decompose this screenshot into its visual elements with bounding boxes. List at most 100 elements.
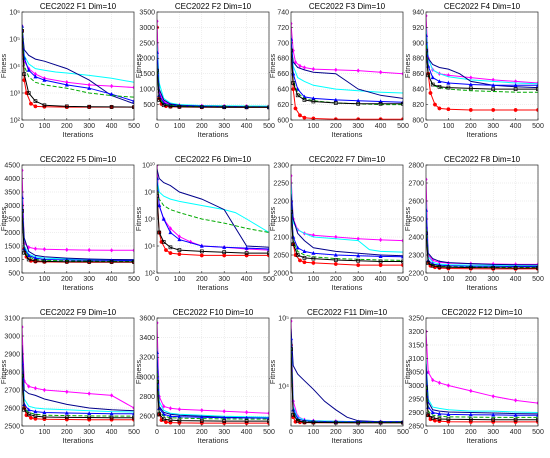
x-axis-label: Iterations: [198, 436, 229, 445]
series-marker: [168, 230, 173, 235]
series-marker: [200, 408, 204, 413]
y-axis-label: Fitness: [268, 54, 277, 78]
series-marker: [437, 411, 442, 416]
x-tick-label: 500: [263, 276, 275, 283]
series-marker: [87, 82, 91, 88]
x-tick-label: 0: [20, 429, 24, 436]
series-marker: [311, 99, 316, 104]
series-marker: [401, 71, 403, 76]
series-marker: [356, 68, 360, 73]
series-marker: [430, 263, 435, 268]
y-tick-label: 2900: [408, 410, 424, 417]
y-tick-label: 3200: [408, 329, 424, 336]
x-tick-label: 100: [308, 123, 320, 130]
series-line: [426, 385, 538, 423]
subplot-f3: 0 100 200 300 400 500 600 620 640 660 680 700 720 740…: [268, 2, 409, 139]
series-marker: [87, 391, 91, 396]
y-tick-label: 920: [412, 25, 424, 32]
series-marker: [177, 237, 182, 242]
series-marker: [293, 59, 298, 65]
series-marker: [87, 104, 92, 109]
y-tick-label: 2150: [273, 216, 289, 223]
axes-frame: [425, 11, 539, 121]
series-marker: [157, 49, 159, 54]
x-tick-label: 500: [397, 276, 409, 283]
y-tick-label: 680: [277, 56, 289, 63]
y-tick-label: 1000: [139, 87, 155, 94]
series-marker: [157, 176, 159, 181]
series-marker: [491, 83, 496, 87]
subplot-title: CEC2022 F12 Dim=10: [442, 308, 523, 317]
y-axis-label: Fitness: [134, 207, 143, 231]
y-tick-label: 660: [277, 71, 289, 78]
series-marker: [22, 195, 24, 199]
series-marker: [437, 79, 442, 84]
series-marker: [33, 74, 38, 79]
y-tick-label: 2700: [4, 387, 20, 394]
series-marker: [291, 21, 293, 26]
y-tick-label: 10³: [10, 90, 21, 97]
series-marker: [311, 420, 316, 425]
series-marker: [302, 260, 307, 265]
y-tick-label: 10⁸: [144, 189, 155, 196]
x-tick-label: 200: [465, 276, 477, 283]
y-tick-label: 800: [412, 117, 424, 124]
series-marker: [291, 318, 293, 324]
x-tick-label: 300: [487, 276, 499, 283]
series-marker: [87, 247, 91, 253]
series-marker: [379, 69, 383, 75]
series-marker: [302, 65, 307, 70]
series-marker: [199, 414, 204, 419]
series-marker: [33, 259, 38, 263]
series-marker: [536, 87, 538, 91]
series-marker: [222, 105, 227, 110]
series-marker: [291, 48, 293, 53]
series-group: [22, 168, 134, 265]
series-line: [291, 42, 403, 99]
series-marker: [446, 383, 450, 388]
series-marker: [65, 389, 69, 394]
series-marker: [491, 87, 496, 91]
y-tick-label: 2800: [139, 394, 155, 401]
x-tick-label: 0: [289, 123, 293, 130]
series-group: [157, 320, 269, 426]
y-tick-label: 2000: [273, 270, 289, 277]
y-tick-label: 3000: [139, 374, 155, 381]
x-tick-label: 0: [424, 123, 428, 130]
series-marker: [491, 77, 495, 83]
x-tick-label: 100: [308, 429, 320, 436]
x-tick-label: 400: [375, 276, 387, 283]
x-tick-label: 400: [510, 123, 522, 130]
y-tick-label: 500: [143, 102, 155, 109]
series-marker: [426, 413, 431, 418]
subplot-f8: 0 100 200 300 400 500 2200 2300 2400 2500 2600 2700…: [403, 155, 544, 292]
series-marker: [378, 101, 383, 106]
x-tick-label: 100: [443, 276, 455, 283]
series-marker: [267, 411, 269, 416]
series-marker: [267, 419, 269, 423]
series-marker: [222, 409, 226, 414]
series-marker: [469, 75, 473, 80]
series-marker: [161, 417, 166, 421]
series-marker: [267, 415, 269, 420]
series-marker: [159, 418, 164, 423]
y-tick-label: 10²: [10, 117, 21, 124]
series-marker: [87, 411, 92, 415]
series-group: [157, 165, 269, 258]
series-marker: [22, 407, 27, 412]
y-tick-label: 10⁴: [144, 243, 155, 250]
series-marker: [437, 417, 442, 421]
y-tick-label: 3100: [408, 356, 424, 363]
series-marker: [132, 98, 134, 103]
subplot-f9: 0 100 200 300 400 500 2500 2600 2700 2800 2900 3000…: [0, 308, 140, 445]
series-line: [157, 191, 269, 256]
series-marker: [291, 36, 293, 41]
x-axis-label: Iterations: [332, 436, 363, 445]
y-tick-label: 2000: [139, 56, 155, 63]
y-tick-label: 10⁵: [278, 315, 289, 322]
series-marker: [87, 86, 92, 90]
series-marker: [536, 413, 538, 417]
subplot-f4: 0 100 200 300 400 500 800 820 840 860 880 900 920 940…: [403, 2, 544, 139]
x-axis-label: Iterations: [63, 436, 94, 445]
